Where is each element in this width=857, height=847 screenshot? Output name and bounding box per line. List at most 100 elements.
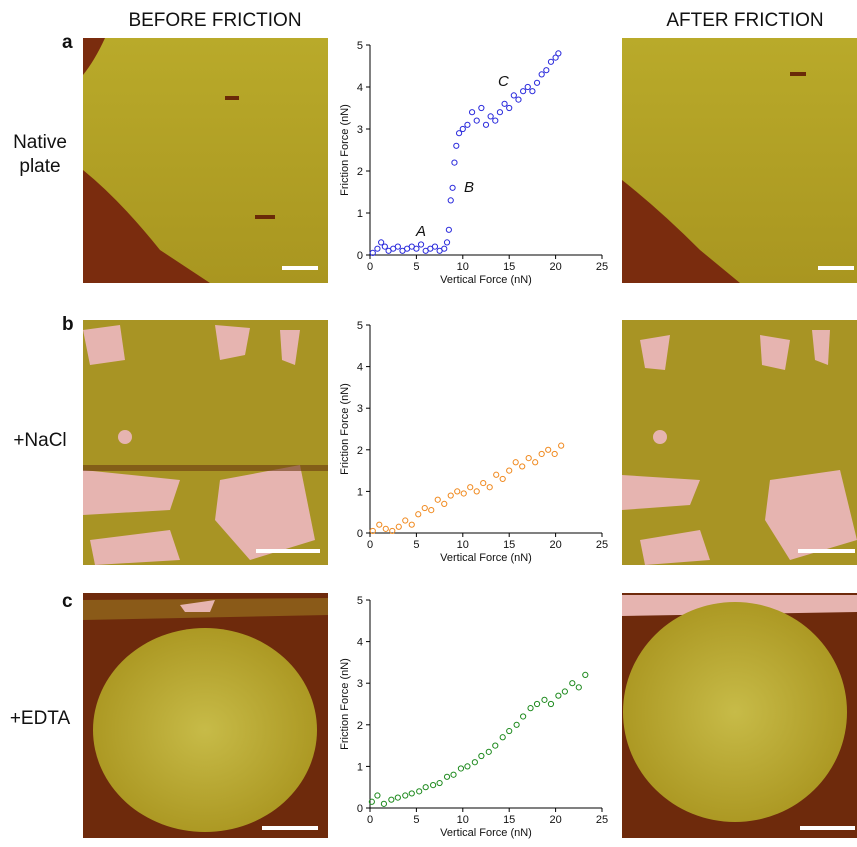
point (394, 794, 401, 801)
point (431, 243, 439, 250)
x-tick-label: 0 (367, 814, 373, 826)
point (510, 92, 517, 99)
point (519, 463, 526, 470)
point (468, 109, 476, 116)
point (555, 50, 562, 57)
point (545, 446, 552, 453)
point (394, 243, 401, 250)
x-tick-label: 15 (503, 814, 515, 826)
point (512, 459, 519, 466)
point (430, 782, 437, 789)
y-tick-label: 0 (357, 250, 363, 262)
y-tick-label: 2 (357, 720, 363, 732)
y-tick-label: 1 (357, 486, 363, 498)
point (453, 142, 460, 149)
panel-letter: a (62, 32, 73, 53)
point (482, 121, 490, 128)
y-tick-label: 1 (357, 761, 363, 773)
point (413, 245, 420, 252)
point (408, 790, 415, 797)
x-axis-label: Vertical Force (nN) (440, 827, 532, 839)
point (551, 450, 558, 458)
point (496, 109, 504, 116)
x-tick-label: 25 (596, 539, 608, 551)
point (473, 488, 480, 495)
point (506, 727, 513, 735)
annotation: B (464, 179, 474, 196)
x-axis-label: Vertical Force (nN) (440, 274, 532, 286)
column-title: AFTER FRICTION (666, 10, 823, 31)
afm-image (83, 593, 328, 838)
y-tick-label: 4 (357, 362, 363, 374)
x-tick-label: 10 (457, 261, 469, 273)
x-tick-label: 25 (596, 814, 608, 826)
x-tick-label: 15 (503, 539, 515, 551)
x-tick-label: 0 (367, 261, 373, 273)
point (525, 455, 532, 462)
point (382, 525, 389, 532)
point (506, 104, 513, 112)
x-tick-label: 20 (549, 539, 561, 551)
point (471, 759, 478, 766)
point (532, 459, 539, 466)
point (451, 159, 458, 166)
x-tick-label: 5 (413, 539, 419, 551)
point (582, 671, 589, 678)
y-tick-label: 0 (357, 803, 363, 815)
point (499, 475, 506, 483)
point (381, 243, 388, 250)
afm-image (622, 38, 857, 283)
point (555, 692, 562, 699)
point (543, 67, 550, 74)
point (487, 113, 494, 120)
point (492, 742, 499, 749)
point (569, 680, 576, 687)
point (486, 484, 493, 491)
x-tick-label: 10 (457, 539, 469, 551)
point (447, 492, 454, 499)
point (506, 467, 513, 474)
x-tick-label: 25 (596, 261, 608, 273)
point (443, 773, 451, 780)
panel-letter: c (62, 591, 73, 612)
point (478, 752, 485, 760)
point (369, 527, 376, 535)
point (454, 488, 461, 495)
point (513, 721, 520, 728)
x-tick-label: 20 (549, 261, 561, 273)
x-tick-label: 5 (413, 814, 419, 826)
point (547, 58, 555, 65)
point (480, 479, 487, 487)
point (493, 471, 500, 478)
point (374, 245, 381, 252)
point (520, 713, 527, 720)
point (501, 100, 508, 107)
point (547, 700, 555, 708)
point (369, 249, 376, 256)
point (415, 511, 422, 518)
point (376, 521, 383, 528)
row-label: plate (19, 156, 60, 177)
point (441, 245, 448, 252)
y-tick-label: 1 (357, 208, 363, 220)
annotation: C (498, 73, 509, 90)
point (533, 79, 541, 86)
annotation: A (415, 223, 426, 240)
y-tick-label: 2 (357, 166, 363, 178)
point (417, 241, 425, 248)
point (457, 765, 465, 772)
point (436, 779, 443, 787)
column-title: BEFORE FRICTION (128, 10, 301, 31)
point (428, 507, 435, 514)
point (541, 696, 548, 703)
point (378, 239, 385, 246)
point (558, 442, 565, 449)
point (473, 117, 480, 124)
point (449, 184, 456, 191)
point (455, 130, 463, 137)
y-tick-label: 0 (357, 528, 363, 540)
x-axis-label: Vertical Force (nN) (440, 552, 532, 564)
point (422, 784, 429, 791)
point (533, 700, 541, 708)
row-label: +EDTA (10, 708, 71, 729)
